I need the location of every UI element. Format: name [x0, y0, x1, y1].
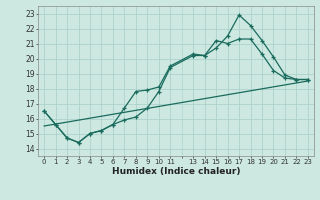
- X-axis label: Humidex (Indice chaleur): Humidex (Indice chaleur): [112, 167, 240, 176]
